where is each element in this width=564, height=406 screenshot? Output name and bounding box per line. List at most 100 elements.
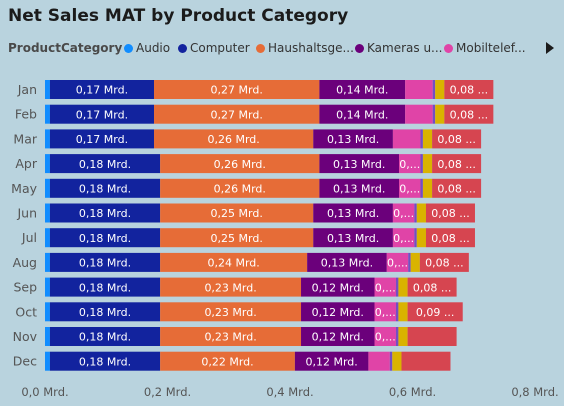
bar-segment[interactable] [45,104,50,124]
bar-segment[interactable] [294,351,369,371]
bar-segment[interactable] [399,154,421,174]
bar-segment[interactable] [395,277,399,297]
bar-segment[interactable] [432,80,436,99]
bar-segment[interactable] [319,104,406,124]
bar-segment[interactable] [49,302,161,322]
bar-segment[interactable] [432,178,482,198]
bar-segment[interactable] [45,228,50,248]
bar-segment[interactable] [408,252,411,272]
bar-segment[interactable] [154,104,320,124]
bar-segment[interactable] [301,277,375,297]
bar-segment[interactable] [410,252,420,272]
bar-segment[interactable] [49,252,161,272]
bar-segment[interactable] [420,154,423,174]
bar-segment[interactable] [49,154,161,174]
bar-segment[interactable] [405,104,433,124]
legend-next-arrow-icon[interactable] [546,42,554,54]
bar-segment[interactable] [420,178,423,198]
bar-segment[interactable] [160,327,302,346]
bar-segment[interactable] [425,228,475,248]
bar-segment[interactable] [392,228,415,248]
bar-segment[interactable] [407,327,457,346]
bar-segment[interactable] [407,302,463,322]
bar-segment[interactable] [435,104,445,124]
bar-segment[interactable] [45,203,50,223]
bar-segment[interactable] [435,80,445,99]
bar-segment[interactable] [49,228,161,248]
bar-segment[interactable] [416,228,426,248]
bar-segment[interactable] [444,80,494,99]
bar-segment[interactable] [414,228,417,248]
bar-segment[interactable] [401,351,451,371]
bar-segment[interactable] [49,178,161,198]
bar-segment[interactable] [313,228,393,248]
bar-segment[interactable] [374,327,396,346]
bar-segment[interactable] [45,80,50,99]
bar-segment[interactable] [395,302,399,322]
bar-segment[interactable] [392,203,415,223]
bar-segment[interactable] [154,129,314,149]
bar-segment[interactable] [45,154,50,174]
bar-segment[interactable] [319,178,400,198]
bar-segment[interactable] [407,277,457,297]
bar-segment[interactable] [160,252,308,272]
bar-segment[interactable] [313,203,393,223]
bar-segment[interactable] [398,277,408,297]
bar-segment[interactable] [301,302,375,322]
bar-segment[interactable] [392,129,421,149]
bar-segment[interactable] [398,302,408,322]
bar-segment[interactable] [374,277,396,297]
bar-segment[interactable] [419,252,469,272]
bar-segment[interactable] [432,129,482,149]
bar-segment[interactable] [49,351,161,371]
bar-segment[interactable] [416,203,426,223]
bar-segment[interactable] [319,154,400,174]
bar-segment[interactable] [432,154,482,174]
bar-segment[interactable] [154,80,320,99]
bar-segment[interactable] [45,252,50,272]
bar-segment[interactable] [49,203,161,223]
bar-segment[interactable] [45,302,50,322]
data-label: 0,09 ... [416,306,454,319]
bar-segment[interactable] [313,129,393,149]
bar-segment[interactable] [160,203,314,223]
bar-segment[interactable] [45,178,50,198]
bar-segment[interactable] [49,129,155,149]
bar-segment[interactable] [160,154,320,174]
bar-segment[interactable] [422,178,433,198]
bar-segment[interactable] [160,228,314,248]
bar-segment[interactable] [49,327,161,346]
bar-segment[interactable] [49,104,155,124]
bar-segment[interactable] [374,302,396,322]
bar-segment[interactable] [49,277,161,297]
bar-segment[interactable] [45,129,50,149]
bar-segment[interactable] [425,203,475,223]
bar-segment[interactable] [45,327,50,346]
bar-segment[interactable] [49,80,155,99]
bar-segment[interactable] [420,129,423,149]
bar-segment[interactable] [414,203,417,223]
bar-segment[interactable] [432,104,436,124]
bar-segment[interactable] [395,327,399,346]
bar-segment[interactable] [444,104,494,124]
bar-segment[interactable] [307,252,387,272]
bar-segment[interactable] [45,277,50,297]
bar-segment[interactable] [319,80,406,99]
bar-segment[interactable] [160,351,295,371]
bar-segment[interactable] [301,327,375,346]
data-label: 0,18 Mrd. [79,158,131,171]
bar-segment[interactable] [422,154,433,174]
bar-segment[interactable] [392,351,402,371]
bar-segment[interactable] [405,80,433,99]
bar-segment[interactable] [386,252,409,272]
bar-segment[interactable] [399,178,421,198]
bar-segment[interactable] [389,351,393,371]
bar-segment[interactable] [160,302,302,322]
bar-segment[interactable] [160,277,302,297]
bar-segment[interactable] [422,129,433,149]
data-label: 0,18 Mrd. [79,306,131,319]
bar-segment[interactable] [160,178,320,198]
bar-segment[interactable] [368,351,390,371]
bar-segment[interactable] [398,327,408,346]
bar-segment[interactable] [45,351,50,371]
